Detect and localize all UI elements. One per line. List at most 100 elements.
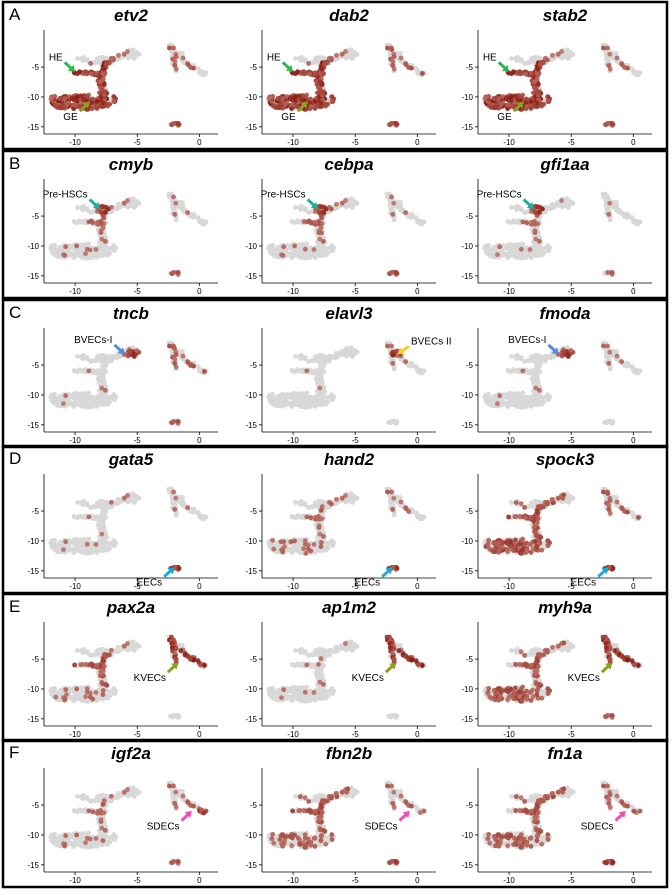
expressed-cell	[89, 71, 94, 77]
cell-point	[94, 354, 100, 360]
expressed-cell	[88, 61, 94, 66]
expressed-cell	[175, 418, 181, 424]
expressed-cell	[173, 66, 179, 72]
cell-point	[538, 399, 544, 405]
cell-point	[322, 399, 328, 405]
expressed-cell	[121, 51, 127, 57]
x-tick-label: -10	[287, 436, 299, 445]
cell-point	[539, 357, 545, 363]
y-tick-label: -5	[32, 63, 40, 72]
y-tick-label: -10	[245, 93, 257, 102]
expressed-cell	[420, 71, 425, 76]
cell-point	[302, 392, 308, 398]
cell-point	[134, 50, 140, 55]
cell-point	[309, 358, 315, 363]
expressed-cell	[185, 210, 191, 216]
cell-point	[101, 353, 106, 359]
expressed-cell	[103, 62, 109, 67]
x-tick-label: -10	[503, 436, 515, 445]
cell-point	[545, 243, 551, 249]
gene-title: cebpa	[324, 155, 373, 174]
y-tick-label: -15	[27, 272, 39, 281]
expressed-cell	[180, 55, 186, 61]
y-tick-label: -10	[27, 242, 39, 251]
cell-point	[509, 56, 515, 61]
cell-point	[302, 356, 308, 362]
expressed-cell	[100, 104, 106, 109]
cell-point	[329, 396, 335, 402]
expressed-cell	[394, 270, 400, 276]
cell-point	[352, 199, 358, 204]
cell-point	[293, 56, 299, 61]
expressed-cell	[84, 94, 90, 100]
cell-point	[484, 392, 490, 398]
cell-point	[302, 207, 308, 213]
cell-point	[131, 56, 137, 61]
expressed-cell	[321, 62, 327, 67]
annotation-label: GE	[497, 112, 512, 123]
y-tick-label: -5	[466, 361, 474, 370]
expressed-cell	[171, 194, 176, 200]
cell-point	[72, 400, 78, 406]
expressed-cell	[394, 121, 400, 127]
cell-point	[513, 242, 518, 248]
expressed-cell	[511, 69, 516, 75]
annotation-label: HE	[267, 52, 281, 63]
cell-point	[303, 402, 309, 407]
expressed-cell	[62, 253, 68, 258]
expressed-cell	[403, 210, 409, 216]
cell-point	[518, 356, 524, 362]
expressed-cell	[320, 238, 326, 244]
annotation: HE	[49, 52, 76, 72]
expressed-cell	[104, 101, 110, 107]
cell-point	[343, 55, 349, 61]
x-tick-label: -10	[503, 138, 515, 147]
cell-point	[101, 364, 107, 370]
expressed-cell	[111, 94, 117, 100]
annotation: Pre-HSCs	[43, 189, 100, 209]
expressed-cell	[176, 121, 182, 127]
cell-point	[625, 214, 631, 220]
cell-point	[511, 218, 516, 224]
expressed-cell	[329, 94, 335, 100]
annotation-label: HE	[49, 52, 63, 63]
y-tick-label: -10	[461, 242, 473, 251]
annotation-label: BVECs II	[411, 336, 452, 347]
expressed-cell	[319, 66, 325, 72]
cell-point	[287, 393, 293, 399]
cell-point	[297, 354, 303, 360]
cell-point	[94, 396, 100, 402]
cell-point	[538, 250, 544, 256]
x-tick-label: -5	[352, 287, 360, 296]
expressed-cell	[317, 385, 323, 391]
expressed-cell	[167, 45, 172, 51]
y-tick-label: -15	[245, 272, 257, 281]
cell-point	[77, 218, 82, 224]
y-tick-label: -5	[250, 63, 258, 72]
cell-point	[268, 392, 274, 398]
expressed-cell	[538, 101, 544, 107]
cell-point	[317, 377, 323, 383]
y-tick-label: -10	[461, 93, 473, 102]
cell-point	[79, 205, 85, 211]
annotation: Pre-HSCs	[477, 189, 534, 209]
expressed-cell	[319, 221, 325, 227]
cell-point	[311, 370, 317, 375]
cell-point	[85, 402, 91, 407]
y-tick-label: -5	[32, 361, 40, 370]
cell-point	[79, 354, 85, 360]
expressed-cell	[503, 95, 509, 101]
cell-point	[77, 253, 82, 258]
cell-point	[523, 404, 529, 409]
cell-point	[270, 401, 276, 407]
cell-point	[303, 253, 309, 258]
expressed-cell	[532, 210, 538, 216]
expressed-cell	[80, 97, 86, 103]
expressed-cell	[605, 270, 611, 275]
expressed-cell	[601, 45, 606, 51]
umap-points	[48, 42, 209, 128]
cell-point	[84, 207, 90, 213]
cell-point	[513, 56, 519, 62]
